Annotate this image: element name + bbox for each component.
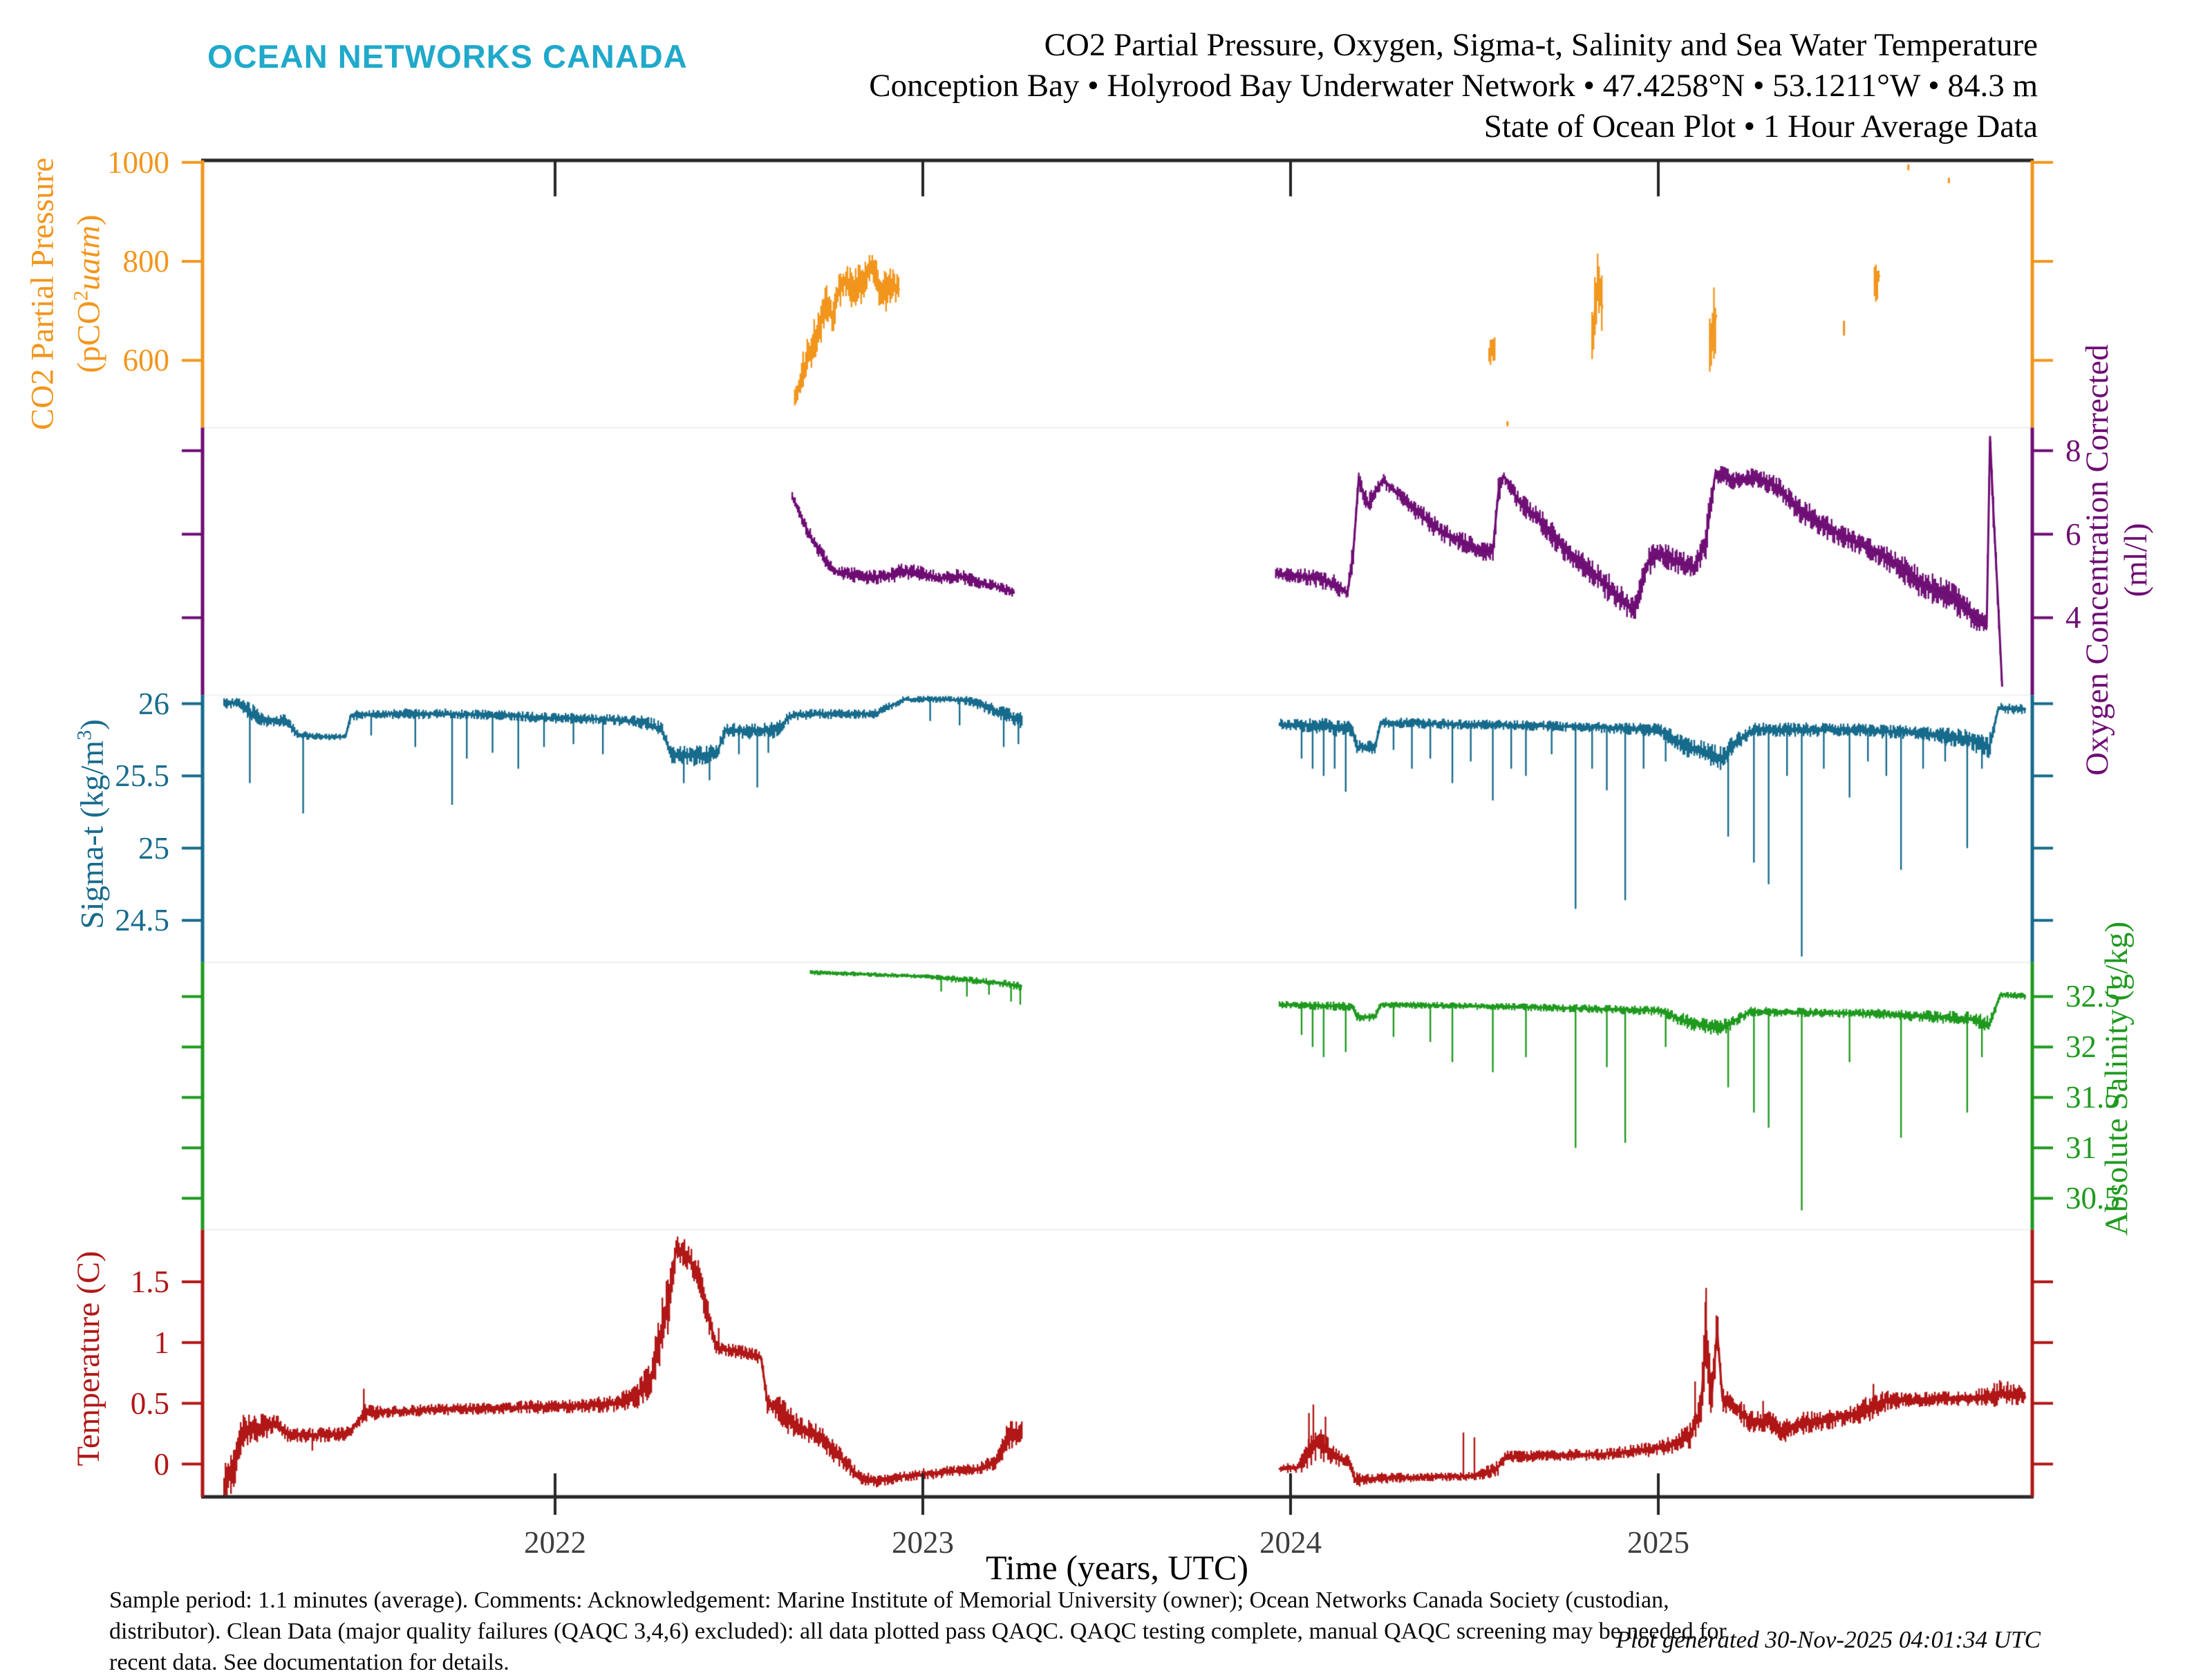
- ocean-networks-canada-logo: OCEAN NETWORKS CANADA: [207, 38, 688, 75]
- year-tick-label: 2023: [891, 1525, 954, 1560]
- salinity-tick-label: 30.5: [2065, 1181, 2120, 1216]
- salinity-tick-label: 31: [2065, 1130, 2097, 1166]
- plot-generated-timestamp: Plot generated 30-Nov-2025 04:01:34 UTC: [1615, 1626, 2041, 1653]
- oxygen-tick-label: 8: [2065, 433, 2081, 468]
- footer-line-2: distributor). Clean Data (major quality …: [109, 1619, 1727, 1644]
- sigma-tick-label: 24.5: [115, 903, 169, 938]
- co2-tick-label: 600: [122, 343, 170, 378]
- oxygen-tick-label: 4: [2065, 600, 2081, 635]
- temperature-tick-label: 1.5: [130, 1264, 169, 1299]
- sigma-axis-title: Sigma-t (kg/m3): [73, 719, 111, 929]
- oxygen-axis-title: Oxygen Concentration Corrected (ml/l): [2079, 344, 2154, 776]
- temperature-tick-label: 0.5: [130, 1386, 169, 1421]
- title-line-2: Conception Bay • Holyrood Bay Underwater…: [869, 68, 2038, 104]
- footer-line-3: recent data. See documentation for detai…: [109, 1650, 509, 1675]
- footer-line-1: Sample period: 1.1 minutes (average). Co…: [109, 1587, 1669, 1613]
- temperature-tick-label: 0: [153, 1446, 170, 1482]
- temperature-axis-title: Temperature (C): [71, 1251, 106, 1466]
- salinity-tick-label: 32: [2065, 1029, 2097, 1065]
- year-tick-label: 2022: [523, 1525, 586, 1560]
- co2-tick-label: 1000: [107, 145, 169, 180]
- plot-title: CO2 Partial Pressure, Oxygen, Sigma-t, S…: [869, 25, 2038, 147]
- oxygen-tick-label: 6: [2065, 516, 2081, 552]
- year-tick-label: 2025: [1627, 1525, 1689, 1560]
- salinity-tick-label: 32.5: [2065, 979, 2120, 1014]
- salinity-tick-label: 31.5: [2065, 1080, 2120, 1115]
- sigma-tick-label: 25: [138, 830, 169, 866]
- sigma-tick-label: 25.5: [115, 758, 169, 794]
- co2-tick-label: 800: [122, 244, 170, 279]
- footer-comments: Sample period: 1.1 minutes (average). Co…: [109, 1585, 1727, 1678]
- title-line-3: State of Ocean Plot • 1 Hour Average Dat…: [1483, 109, 2038, 145]
- x-axis-title: Time (years, UTC): [985, 1548, 1249, 1587]
- title-line-1: CO2 Partial Pressure, Oxygen, Sigma-t, S…: [1044, 27, 2038, 63]
- co2-axis-title: CO2 Partial Pressure (pCO2uatm): [24, 157, 107, 431]
- temperature-tick-label: 1: [153, 1325, 170, 1360]
- sigma-tick-label: 26: [138, 686, 169, 721]
- year-tick-label: 2024: [1259, 1525, 1322, 1560]
